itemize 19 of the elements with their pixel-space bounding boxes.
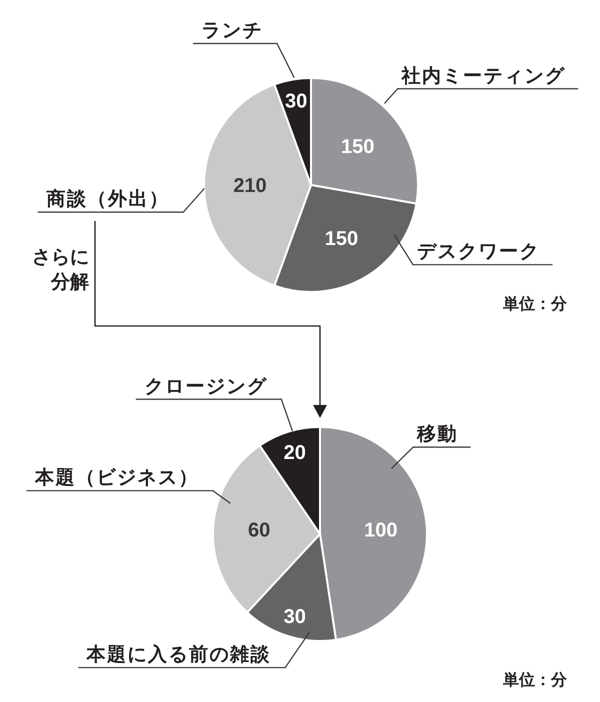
value-label: 30 xyxy=(284,606,306,628)
annotation: 単位：分 xyxy=(503,672,567,689)
annotation: 単位：分 xyxy=(503,296,567,313)
value-label: 100 xyxy=(364,519,398,542)
value-label: 30 xyxy=(285,90,308,113)
value-label: 150 xyxy=(324,228,358,250)
value-label: 20 xyxy=(284,442,306,464)
value-label: 60 xyxy=(248,519,270,542)
category-label: ランチ xyxy=(202,20,264,42)
category-label: デスクワーク xyxy=(417,242,540,263)
value-label: 210 xyxy=(233,175,267,197)
value-label: 150 xyxy=(341,136,374,158)
annotation: さらに分解 xyxy=(32,247,89,293)
category-label: 本題に入る前の雑談 xyxy=(86,644,272,666)
category-label: 社内ミーティング xyxy=(402,66,566,87)
category-label: 移動 xyxy=(417,424,458,446)
category-label: 本題（ビジネス） xyxy=(34,468,199,489)
category-label: クロージング xyxy=(144,376,268,398)
category-label: 商談（外出） xyxy=(46,189,170,210)
